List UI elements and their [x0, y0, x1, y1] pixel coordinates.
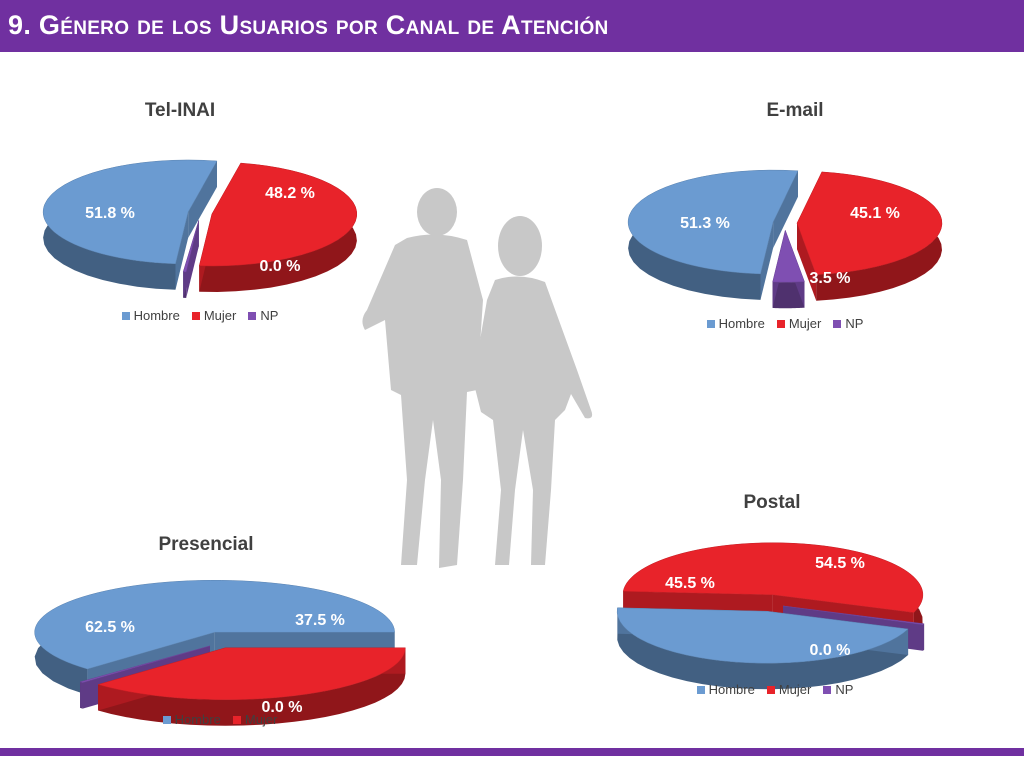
- legend-swatch: [766, 685, 775, 694]
- legend-item-np: NP: [248, 308, 278, 323]
- data-label-hombre: 51.8 %: [85, 205, 135, 222]
- data-label-mujer: 48.2 %: [265, 185, 315, 202]
- legend-item-mujer: Mujer: [232, 712, 278, 727]
- legend-item-hombre: Hombre: [121, 308, 180, 323]
- data-label-np: 0.0 %: [260, 258, 301, 275]
- legend-label: Mujer: [244, 712, 278, 727]
- data-label-np: 0.0 %: [810, 642, 851, 659]
- pie-slice-hombre: [42, 159, 218, 290]
- pie-slice-np: [772, 229, 805, 309]
- legend-item-mujer: Mujer: [191, 308, 237, 323]
- data-label-mujer: 45.1 %: [850, 205, 900, 222]
- pie-slice-np: [182, 220, 200, 298]
- chart-title: Presencial: [158, 534, 254, 555]
- legend-swatch: [232, 715, 241, 724]
- pie-chart: 45.5 % 54.5 % 0.0 %: [616, 542, 925, 690]
- chart-title: Postal: [743, 492, 801, 513]
- chart-legend: Hombre Mujer NP: [20, 308, 380, 323]
- legend-label: NP: [835, 682, 854, 697]
- chart-title: Tel-INAI: [144, 100, 216, 121]
- data-label-mujer: 37.5 %: [295, 612, 345, 629]
- legend-swatch: [248, 311, 257, 320]
- legend-item-hombre: Hombre: [706, 316, 765, 331]
- couple-silhouette-image: [362, 188, 593, 568]
- chart-email: E-mail 51.3 % 45.1 % 3.5 % Hombre Mujer NP: [620, 98, 950, 343]
- header-bar: 9. Género de los Usuarios por Canal de A…: [0, 0, 1024, 52]
- legend-item-hombre: Hombre: [696, 682, 755, 697]
- legend-swatch: [776, 319, 785, 328]
- legend-label: Mujer: [778, 682, 812, 697]
- legend-label: NP: [260, 308, 279, 323]
- legend-swatch: [191, 311, 200, 320]
- legend-label: Hombre: [133, 308, 180, 323]
- chart-legend: Hombre Mujer NP: [610, 682, 940, 697]
- pie-slice-hombre: [627, 169, 799, 300]
- legend-swatch: [706, 319, 715, 328]
- legend-swatch: [823, 685, 832, 694]
- chart-legend: Hombre Mujer NP: [620, 316, 950, 331]
- chart-postal: Postal 45.5 % 54.5 % 0.0 % Hombre Mujer NP: [610, 490, 940, 705]
- chart-tel-inai: Tel-INAI 51.8 % 48.2 % 0.0 % Hombre Mujer NP: [20, 98, 380, 334]
- legend-label: Hombre: [174, 712, 221, 727]
- legend-swatch: [162, 715, 171, 724]
- legend-label: Hombre: [718, 316, 765, 331]
- pie-chart: 51.3 % 45.1 % 3.5 %: [627, 169, 943, 309]
- legend-item-mujer: Mujer: [776, 316, 822, 331]
- pie-slice-mujer: [198, 162, 358, 292]
- legend-swatch: [833, 319, 842, 328]
- legend-item-mujer: Mujer: [766, 682, 812, 697]
- pie-slice-hombre: [616, 607, 909, 690]
- legend-label: Mujer: [203, 308, 237, 323]
- legend-item-np: NP: [833, 316, 863, 331]
- data-label-np: 0.0 %: [262, 699, 303, 716]
- pie-chart: 62.5 % 37.5 % 0.0 %: [34, 580, 406, 726]
- pie-slice-mujer: [97, 647, 406, 726]
- pie-chart: 51.8 % 48.2 % 0.0 %: [42, 159, 358, 298]
- page-title: 9. Género de los Usuarios por Canal de A…: [8, 10, 609, 40]
- legend-label: Hombre: [708, 682, 755, 697]
- data-label-hombre: 45.5 %: [665, 575, 715, 592]
- data-label-hombre: 62.5 %: [85, 619, 135, 636]
- legend-swatch: [121, 311, 130, 320]
- chart-title: E-mail: [766, 100, 824, 121]
- legend-item-np: NP: [823, 682, 853, 697]
- data-label-np: 3.5 %: [810, 270, 851, 287]
- data-label-mujer: 54.5 %: [815, 555, 865, 572]
- footer-bar: [0, 748, 1024, 756]
- data-label-hombre: 51.3 %: [680, 215, 730, 232]
- chart-presencial: Presencial 62.5 % 37.5 % 0.0 % Hombre Mujer: [20, 532, 420, 737]
- legend-label: Mujer: [788, 316, 822, 331]
- legend-label: NP: [845, 316, 864, 331]
- legend-swatch: [696, 685, 705, 694]
- pie-slice-mujer: [796, 171, 943, 301]
- chart-legend: Hombre Mujer: [20, 712, 420, 727]
- legend-item-hombre: Hombre: [162, 712, 221, 727]
